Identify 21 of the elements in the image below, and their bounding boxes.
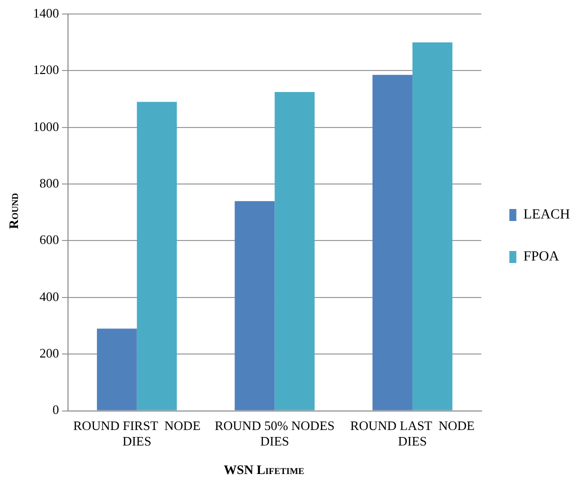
bar — [412, 42, 452, 410]
y-tick-label: 400 — [40, 288, 59, 304]
bar — [234, 201, 275, 410]
x-tick-label: ROUND 50% NODES DIES — [214, 418, 335, 449]
y-tick-label: 1400 — [33, 5, 59, 20]
bar — [96, 328, 137, 410]
y-tick-label: 0 — [52, 402, 59, 418]
y-tick-label: 1000 — [33, 118, 59, 134]
y-tick-label: 800 — [40, 175, 59, 190]
x-tick-label: ROUND FIRST NODE DIES — [73, 418, 201, 449]
legend-label: FPOA — [523, 250, 560, 265]
y-axis-title: Round — [6, 193, 22, 229]
legend-label: LEACH — [523, 208, 570, 223]
y-tick-label: 1200 — [33, 62, 59, 78]
bar — [372, 74, 412, 410]
bar — [136, 102, 177, 410]
bar — [274, 92, 315, 410]
x-tick-label: ROUND LAST NODE DIES — [350, 418, 475, 449]
y-tick-label: 200 — [40, 346, 59, 361]
x-axis-title: WSN Lifetime — [224, 462, 304, 477]
y-tick-label: 600 — [40, 232, 59, 248]
